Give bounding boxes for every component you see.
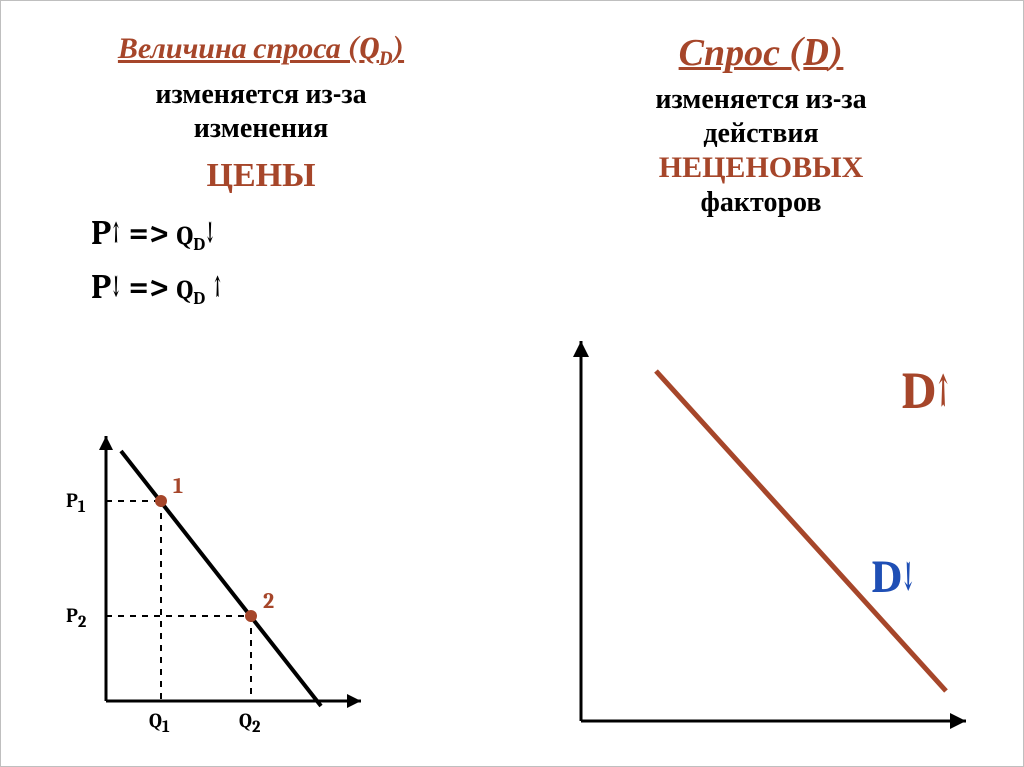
left-sub-l1: изменяется из-за [155,78,366,110]
left-title-d: D [379,47,392,70]
left-demand-line [121,451,321,706]
right-column: Спрос (D) изменяется из-за действия НЕЦЕ… [521,31,1001,220]
q2-label: Q2 [239,709,260,737]
left-sub-l2: изменения [194,112,328,144]
right-sub-l1: изменяется из-за [655,83,866,115]
point-2-label: 2 [263,588,274,614]
d-up-label: D↑ [901,361,951,421]
f1-p: P↑ => [91,213,176,253]
point-1-label: 1 [173,473,183,499]
formula-1: P↑ => QD↓ [91,213,501,255]
right-title-suffix: ) [828,31,843,75]
right-sub-l2: действия [703,117,818,149]
formula-2: P↓ => QD ↑ [91,267,501,309]
f2-d: D [193,289,205,310]
price-word: ЦЕНЫ [21,155,501,195]
p2-label: P2 [66,604,86,632]
right-title-prefix: Спрос ( [679,31,804,75]
left-title-prefix: Величина спроса ( [118,31,359,66]
noneprice-word: НЕЦЕНОВЫХ [659,150,864,185]
left-dashed [106,501,251,701]
right-title: Спрос (D) [521,31,1001,75]
right-title-d: D [803,31,828,75]
left-chart [61,411,391,741]
left-title-q: Q [359,31,379,66]
q1-label: Q1 [149,709,170,737]
f1-d: D [193,234,205,255]
left-column: Величина спроса (QD) изменяется из-за из… [21,31,501,310]
page: Величина спроса (QD) изменяется из-за из… [0,0,1024,767]
f2-tail: ↑ [205,267,222,307]
d-down-label: D↓ [871,551,915,604]
left-title-suffix: ) [392,31,404,66]
right-sub-l3: факторов [701,186,822,218]
left-subtitle: изменяется из-за изменения [21,78,501,145]
f1-tail: ↓ [205,213,215,253]
right-subtitle: изменяется из-за действия НЕЦЕНОВЫХ факт… [521,83,1001,220]
p1-label: P1 [66,489,86,517]
left-axes [99,436,361,708]
f2-q: Q [176,275,193,305]
formulas: P↑ => QD↓ P↓ => QD ↑ [91,213,501,309]
point-2 [245,610,257,622]
left-title: Величина спроса (QD) [21,31,501,70]
f2-p: P↓ => [91,267,176,307]
point-1 [155,495,167,507]
f1-q: Q [176,221,193,251]
